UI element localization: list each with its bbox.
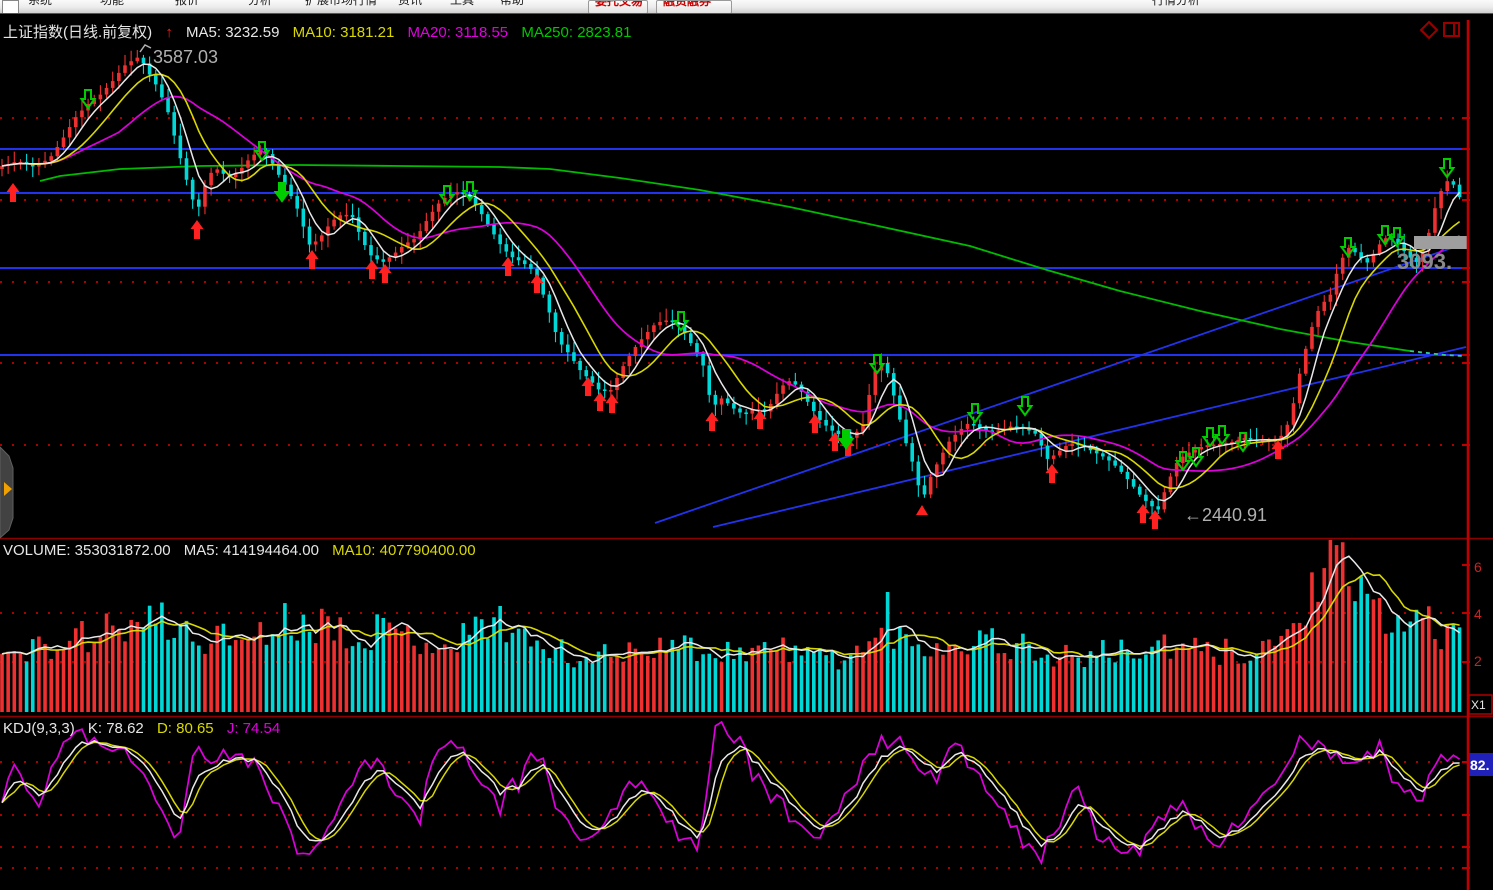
buy-arrow-icon [1271, 440, 1285, 459]
buy-arrow-icon [378, 264, 392, 283]
chart-title: 上证指数(日线.前复权) [3, 24, 153, 41]
sell-arrow-icon [1376, 225, 1394, 246]
volume-bars-layer [0, 540, 1462, 712]
main-price-pane: 3587.03 ←2440.91 3093. [0, 44, 1467, 529]
menu-item-help[interactable]: 帮助 [500, 0, 525, 7]
buy-arrow-icon [530, 274, 544, 293]
volume-axis-label: 4 [1474, 606, 1482, 622]
trough-price-label: ←2440.91 [1184, 505, 1267, 525]
volume-pane [0, 540, 1466, 712]
sell-arrow-icon [461, 181, 479, 202]
volume-axis-label: 6 [1474, 559, 1482, 575]
volume-ma10-value: MA10: 407790400.00 [332, 542, 476, 559]
buy-arrow-icon [1045, 464, 1059, 483]
kdj-pane-header: KDJ(9,3,3) K: 78.62 D: 80.65 J: 74.54 [3, 720, 289, 737]
buy-arrow-icon [808, 414, 822, 433]
trade-button[interactable]: 委托交易 [588, 0, 648, 13]
peak-price-label: 3587.03 [153, 47, 218, 67]
sell-arrow-icon [1213, 425, 1231, 446]
buy-triangle-icon [916, 505, 928, 515]
ma5-value: MA5: 3232.59 [186, 24, 280, 41]
kdj-value-label: 82. [1470, 757, 1489, 773]
kdj-value-tag [1469, 753, 1493, 776]
sell-arrow-icon [1388, 227, 1406, 248]
sell-arrow-icon [966, 403, 984, 424]
sell-arrow-icon [253, 141, 271, 162]
buy-arrow-icon [305, 250, 319, 269]
menubar: 系统 功能 报价 分析 扩展市场行情 资讯 工具 帮助 委托交易 融资融券 行情… [0, 0, 1493, 14]
sell-arrow-icon [273, 182, 291, 203]
kdj-k-value: K: 78.62 [87, 720, 144, 737]
main-chart-header: 上证指数(日线.前复权) ↑ MA5: 3232.59 MA10: 3181.2… [3, 21, 640, 42]
sell-arrow-icon [1016, 396, 1034, 417]
kdj-title: KDJ(9,3,3) [3, 720, 75, 737]
price-tag-box [1414, 236, 1467, 249]
volume-value: VOLUME: 353031872.00 [3, 542, 171, 559]
sell-arrow-icon [672, 311, 690, 332]
menu-item-analysis[interactable]: 分析 [248, 0, 273, 7]
sell-arrow-icon [1339, 237, 1357, 258]
sell-arrow-icon [868, 354, 886, 375]
kdj-j-value: J: 74.54 [226, 720, 281, 737]
buy-arrow-icon [753, 410, 767, 429]
sell-arrow-icon [438, 185, 456, 206]
menu-item-news[interactable]: 资讯 [398, 0, 423, 7]
volume-axis-label: 2 [1474, 653, 1482, 669]
signal-arrows-layer [6, 89, 1456, 529]
sell-arrow-icon [1187, 447, 1205, 468]
buy-arrow-icon [593, 392, 607, 411]
ma250-value: MA250: 2823.81 [521, 24, 632, 41]
volume-pane-header: VOLUME: 353031872.00 MA5: 414194464.00 M… [3, 542, 485, 559]
diamond-tool-icon[interactable] [1419, 20, 1439, 40]
buy-arrow-icon [1136, 504, 1150, 523]
overlay-layer: 6 4 2 X1 82. [0, 20, 1493, 890]
kdj-pane [0, 720, 1466, 869]
buy-arrow-icon [190, 220, 204, 239]
sell-arrow-icon [837, 429, 855, 450]
buy-arrow-icon [705, 412, 719, 431]
app-icon[interactable] [2, 0, 19, 13]
sell-arrow-icon [1438, 158, 1456, 179]
menu-item-function[interactable]: 功能 [100, 0, 125, 7]
volume-scale-label: X1 [1471, 698, 1486, 712]
buy-arrow-icon [605, 394, 619, 413]
sell-arrow-icon [1201, 427, 1219, 448]
buy-arrow-icon [581, 377, 595, 396]
kdj-d-value: D: 80.65 [156, 720, 214, 737]
sell-arrow-icon [1234, 432, 1252, 453]
buy-arrow-icon [365, 260, 379, 279]
trend-up-arrow-icon: ↑ [165, 24, 173, 41]
expand-arrow-icon[interactable] [4, 482, 12, 496]
menubar-right-text: 行情分析 [1152, 0, 1201, 7]
ma10-value: MA10: 3181.21 [292, 24, 395, 41]
volume-ma5-value: MA5: 414194464.00 [183, 542, 319, 559]
menu-item-tools[interactable]: 工具 [450, 0, 475, 7]
volume-scale-box [1468, 694, 1493, 715]
sell-arrow-icon [79, 89, 97, 110]
menu-item-ext-market[interactable]: 扩展市场行情 [305, 0, 378, 7]
ma20-value: MA20: 3118.55 [407, 24, 509, 41]
sell-arrow-icon [1174, 451, 1192, 472]
buy-arrow-icon [1148, 510, 1162, 529]
buy-arrow-icon [828, 432, 842, 451]
menu-item-system[interactable]: 系统 [28, 0, 53, 7]
split-window-icon[interactable] [1443, 22, 1460, 37]
current-price-label: 3093. [1397, 249, 1452, 274]
margin-trading-button[interactable]: 融资融券 [656, 0, 732, 13]
buy-arrow-icon [6, 183, 20, 202]
buy-arrow-icon [501, 257, 515, 276]
menu-item-quotes[interactable]: 报价 [175, 0, 200, 7]
